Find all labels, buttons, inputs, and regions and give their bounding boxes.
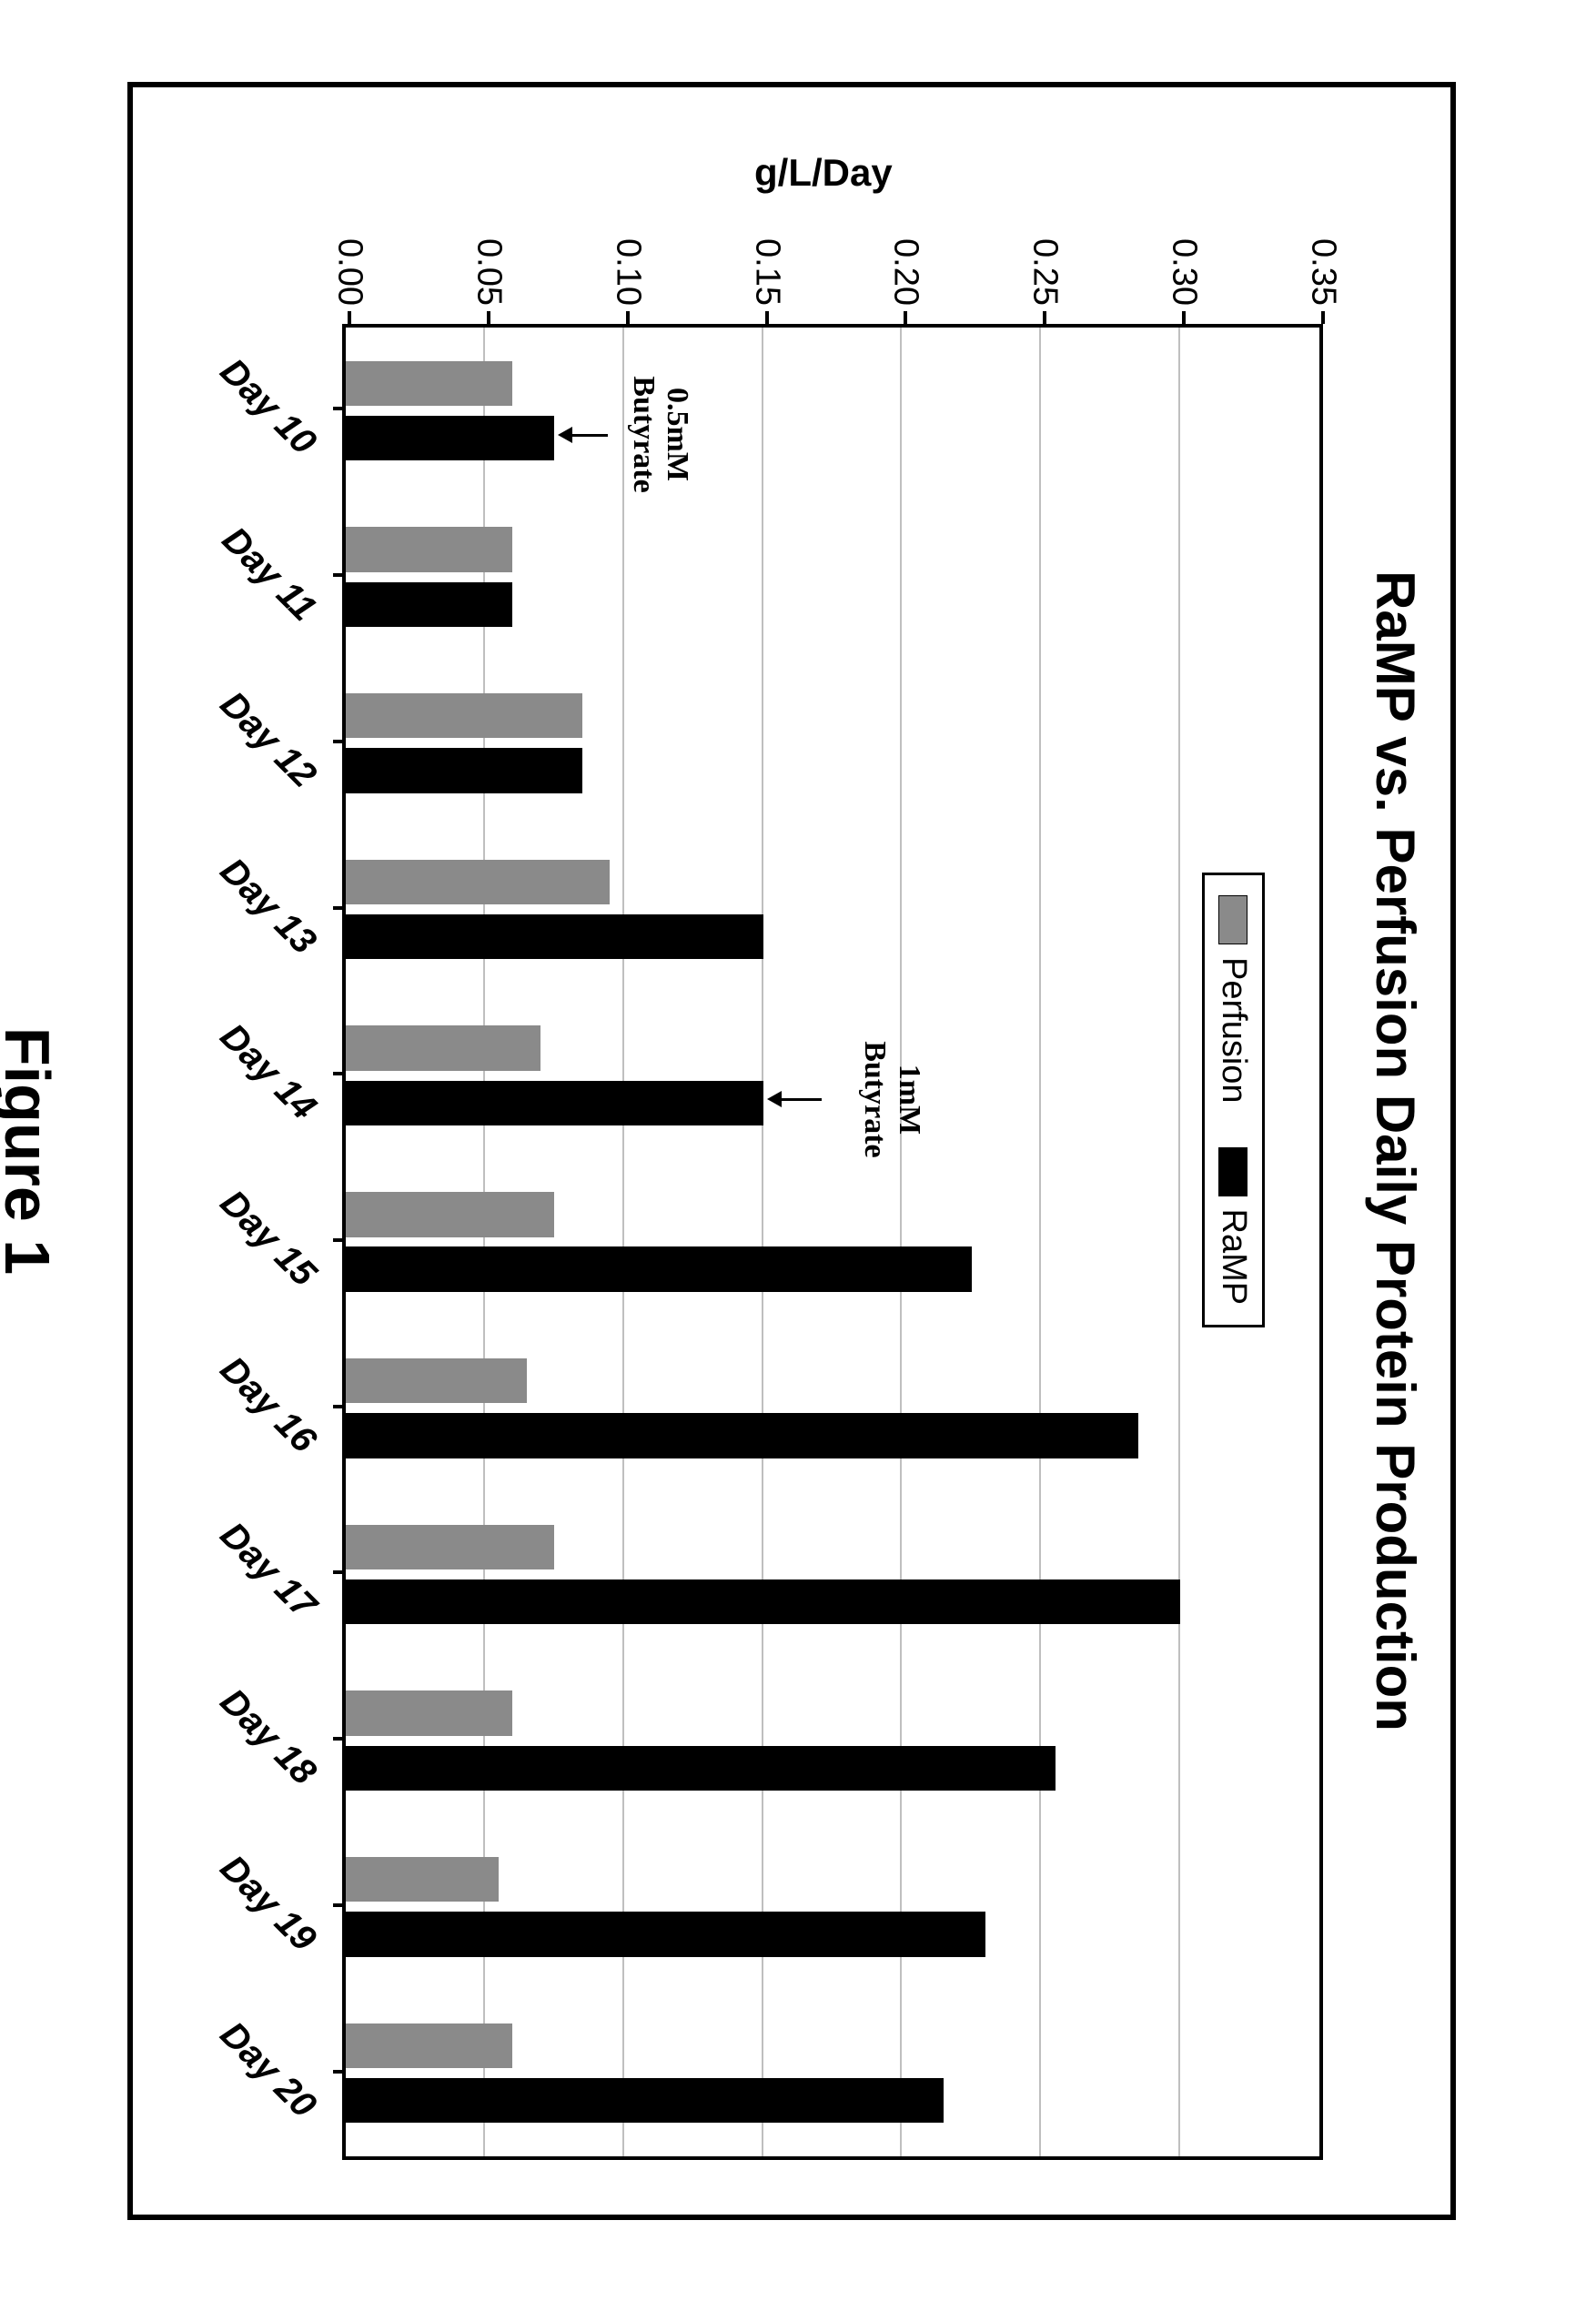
x-tick <box>333 1238 346 1242</box>
y-axis-title: g/L/Day <box>754 151 893 195</box>
annotation-arrow-line <box>782 1098 822 1101</box>
bar-ramp <box>346 748 582 792</box>
chart-title: RaMP vs. Perfusion Daily Protein Product… <box>1364 87 1427 2215</box>
bar-perfusion <box>346 527 512 571</box>
chart-panel: RaMP vs. Perfusion Daily Protein Product… <box>127 82 1456 2220</box>
figure-label: Figure 1 <box>0 1027 64 1275</box>
y-tick-label: 0.20 <box>886 206 925 306</box>
x-tick <box>333 1737 346 1741</box>
annotation-label: 1mMButyrate <box>858 1017 926 1181</box>
bar-perfusion <box>346 1857 499 1902</box>
gridline <box>900 328 902 2156</box>
y-tick <box>904 311 907 324</box>
legend-swatch <box>1218 1147 1248 1196</box>
x-tick <box>333 1570 346 1574</box>
x-category-label: Day 16 <box>192 1329 324 1461</box>
x-category-label: Day 20 <box>192 1993 324 2125</box>
y-tick <box>487 311 490 324</box>
bar-perfusion <box>346 1525 554 1569</box>
legend-label: Perfusion <box>1214 957 1253 1104</box>
bar-ramp <box>346 416 554 460</box>
legend-item: Perfusion <box>1214 895 1253 1104</box>
x-category-label: Day 11 <box>192 498 324 630</box>
x-tick <box>333 906 346 910</box>
legend-item: RaMP <box>1214 1147 1253 1306</box>
x-category-label: Day 14 <box>192 996 324 1128</box>
bar-perfusion <box>346 2023 512 2068</box>
gridline <box>1039 328 1041 2156</box>
bar-ramp <box>346 1413 1138 1458</box>
bar-ramp <box>346 914 763 959</box>
x-category-label: Day 13 <box>192 830 324 962</box>
y-tick-label: 0.30 <box>1165 206 1204 306</box>
y-tick <box>348 311 351 324</box>
bar-ramp <box>346 582 512 627</box>
bar-perfusion <box>346 1192 554 1236</box>
y-tick-label: 0.05 <box>469 206 508 306</box>
bar-ramp <box>346 1746 1056 1791</box>
annotation-label: 0.5mMButyrate <box>627 353 695 517</box>
legend-label: RaMP <box>1214 1209 1253 1306</box>
x-tick <box>333 2070 346 2074</box>
y-tick <box>1043 311 1046 324</box>
x-tick <box>333 407 346 410</box>
bar-perfusion <box>346 361 512 406</box>
annotation-arrow-line <box>572 434 608 437</box>
y-tick-label: 0.15 <box>747 206 786 306</box>
y-tick <box>1321 311 1325 324</box>
x-tick <box>333 1903 346 1907</box>
y-tick <box>1182 311 1186 324</box>
y-tick-label: 0.00 <box>330 206 369 306</box>
bar-ramp <box>346 1246 972 1291</box>
bar-ramp <box>346 1579 1180 1624</box>
annotation-arrow-head <box>767 1091 782 1107</box>
x-category-label: Day 18 <box>192 1661 324 1793</box>
gridline <box>622 328 624 2156</box>
y-tick-label: 0.25 <box>1025 206 1065 306</box>
y-tick <box>765 311 769 324</box>
x-category-label: Day 12 <box>192 664 324 796</box>
x-tick <box>333 1072 346 1075</box>
bar-perfusion <box>346 1690 512 1735</box>
annotation-arrow-head <box>558 427 572 443</box>
bar-perfusion <box>346 860 610 904</box>
y-tick-label: 0.10 <box>608 206 647 306</box>
x-tick <box>333 1405 346 1408</box>
gridline <box>762 328 763 2156</box>
x-tick <box>333 573 346 577</box>
plot-area <box>342 324 1323 2160</box>
y-tick-label: 0.35 <box>1304 206 1343 306</box>
bar-perfusion <box>346 1358 527 1403</box>
y-tick <box>626 311 630 324</box>
legend: Perfusion RaMP <box>1202 873 1265 1327</box>
bar-ramp <box>346 1912 985 1956</box>
x-tick <box>333 740 346 743</box>
x-category-label: Day 19 <box>192 1828 324 1960</box>
bar-ramp <box>346 2078 944 2123</box>
x-category-label: Day 15 <box>192 1163 324 1295</box>
gridline <box>1178 328 1180 2156</box>
x-category-label: Day 17 <box>192 1495 324 1627</box>
bar-perfusion <box>346 1025 540 1070</box>
bar-ramp <box>346 1081 763 1125</box>
bar-perfusion <box>346 693 582 738</box>
legend-swatch <box>1218 895 1248 944</box>
x-category-label: Day 10 <box>192 331 324 463</box>
